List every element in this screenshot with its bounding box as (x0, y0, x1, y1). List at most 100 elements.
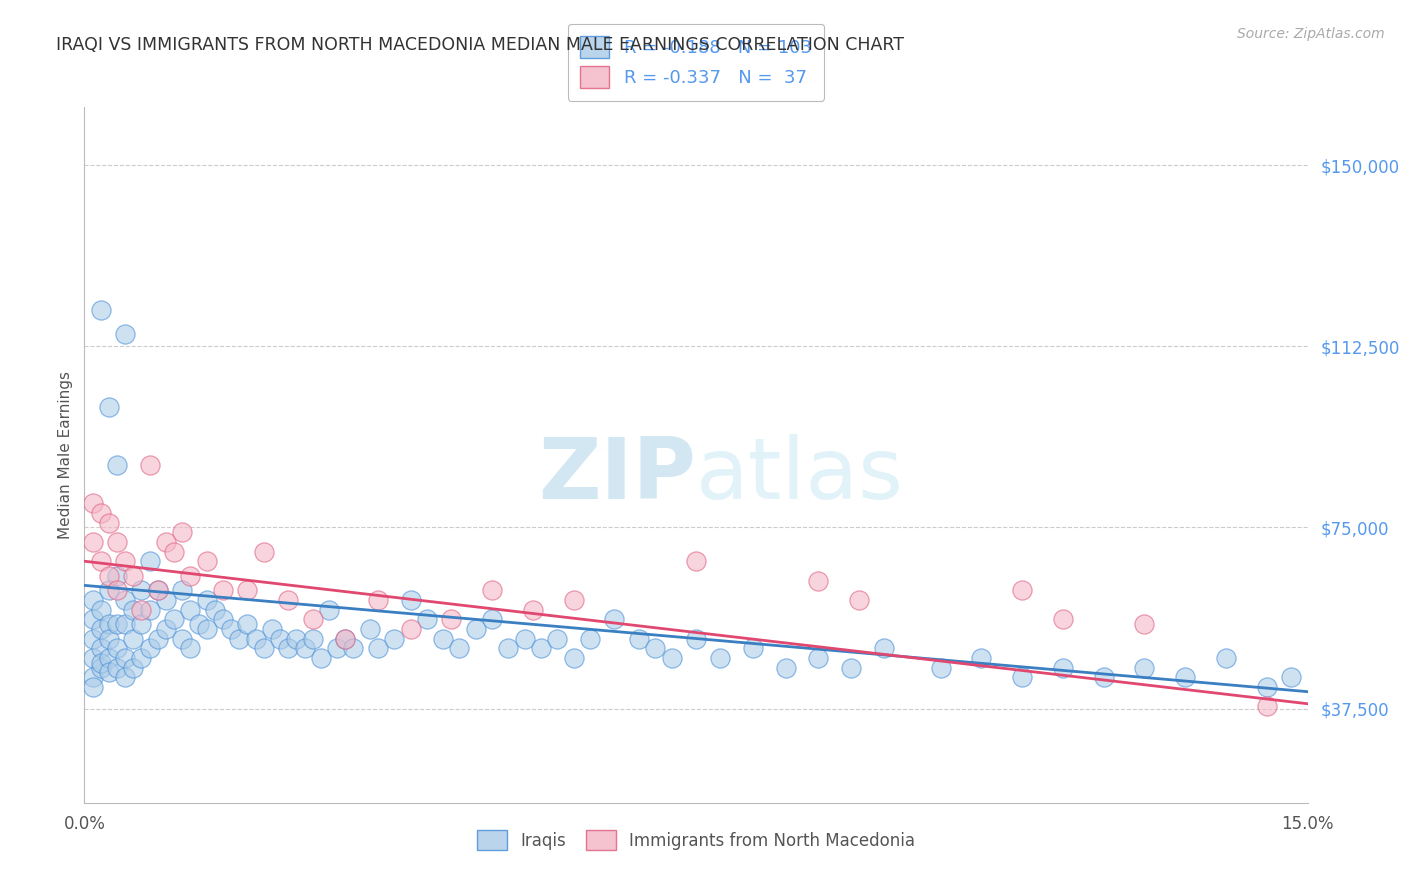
Point (82, 496, 104, 510)
Point (709, 651, 731, 665)
Point (285, 632, 308, 646)
Point (97, 400, 120, 414)
Point (661, 651, 683, 665)
Point (90, 554, 112, 568)
Point (644, 641, 666, 656)
Point (90, 622, 112, 636)
Point (848, 592, 870, 607)
Point (131, 651, 153, 665)
Point (195, 592, 218, 607)
Point (627, 632, 650, 646)
Point (318, 602, 340, 616)
Point (114, 617, 136, 632)
Text: Source: ZipAtlas.com: Source: ZipAtlas.com (1237, 27, 1385, 41)
Point (1011, 583, 1033, 598)
Point (399, 592, 422, 607)
Point (114, 651, 136, 665)
Point (1256, 680, 1278, 694)
Point (1092, 670, 1115, 684)
Point (114, 554, 136, 568)
Point (163, 612, 186, 626)
Point (1256, 699, 1278, 714)
Point (90, 656, 112, 670)
Point (195, 554, 218, 568)
Point (301, 612, 323, 626)
Point (1011, 670, 1033, 684)
Point (1174, 670, 1197, 684)
Point (97, 516, 120, 530)
Point (807, 651, 830, 665)
Point (97, 651, 120, 665)
Point (440, 612, 463, 626)
Point (253, 544, 276, 558)
Point (382, 632, 405, 646)
Point (212, 612, 235, 626)
Point (90, 660, 112, 674)
Point (359, 622, 381, 636)
Point (228, 632, 250, 646)
Point (131, 617, 153, 632)
Point (172, 632, 194, 646)
Point (90, 641, 112, 656)
Point (269, 632, 291, 646)
Point (122, 602, 145, 616)
Point (82, 680, 104, 694)
Point (82, 592, 104, 607)
Point (97, 568, 120, 582)
Point (172, 583, 194, 598)
Point (970, 651, 993, 665)
Point (105, 458, 128, 472)
Point (146, 632, 169, 646)
Point (807, 574, 830, 588)
Point (122, 568, 145, 582)
Point (82, 632, 104, 646)
Point (1133, 617, 1156, 632)
Point (179, 568, 201, 582)
Point (1279, 670, 1302, 684)
Point (335, 632, 357, 646)
Point (155, 592, 177, 607)
Point (326, 641, 349, 656)
Point (195, 622, 218, 636)
Point (236, 617, 259, 632)
Point (105, 641, 128, 656)
Point (342, 641, 364, 656)
Point (562, 651, 585, 665)
Point (399, 622, 422, 636)
Point (449, 641, 471, 656)
Point (146, 583, 169, 598)
Point (138, 641, 160, 656)
Point (90, 602, 112, 616)
Point (105, 660, 128, 674)
Point (138, 458, 160, 472)
Point (522, 602, 544, 616)
Point (105, 568, 128, 582)
Point (204, 602, 226, 616)
Point (138, 554, 160, 568)
Point (114, 327, 136, 342)
Point (1215, 651, 1237, 665)
Point (155, 622, 177, 636)
Point (82, 651, 104, 665)
Point (179, 641, 201, 656)
Point (245, 632, 267, 646)
Point (179, 602, 201, 616)
Point (416, 612, 439, 626)
Point (131, 583, 153, 598)
Point (253, 641, 276, 656)
Y-axis label: Median Male Earnings: Median Male Earnings (58, 371, 73, 539)
Point (839, 660, 862, 674)
Point (579, 632, 602, 646)
Point (90, 506, 112, 520)
Point (105, 617, 128, 632)
Point (481, 583, 503, 598)
Point (260, 622, 283, 636)
Point (335, 632, 357, 646)
Text: ZIP: ZIP (538, 434, 696, 517)
Point (155, 534, 177, 549)
Text: atlas: atlas (696, 434, 904, 517)
Point (367, 641, 389, 656)
Point (105, 583, 128, 598)
Point (513, 632, 536, 646)
Point (187, 617, 209, 632)
